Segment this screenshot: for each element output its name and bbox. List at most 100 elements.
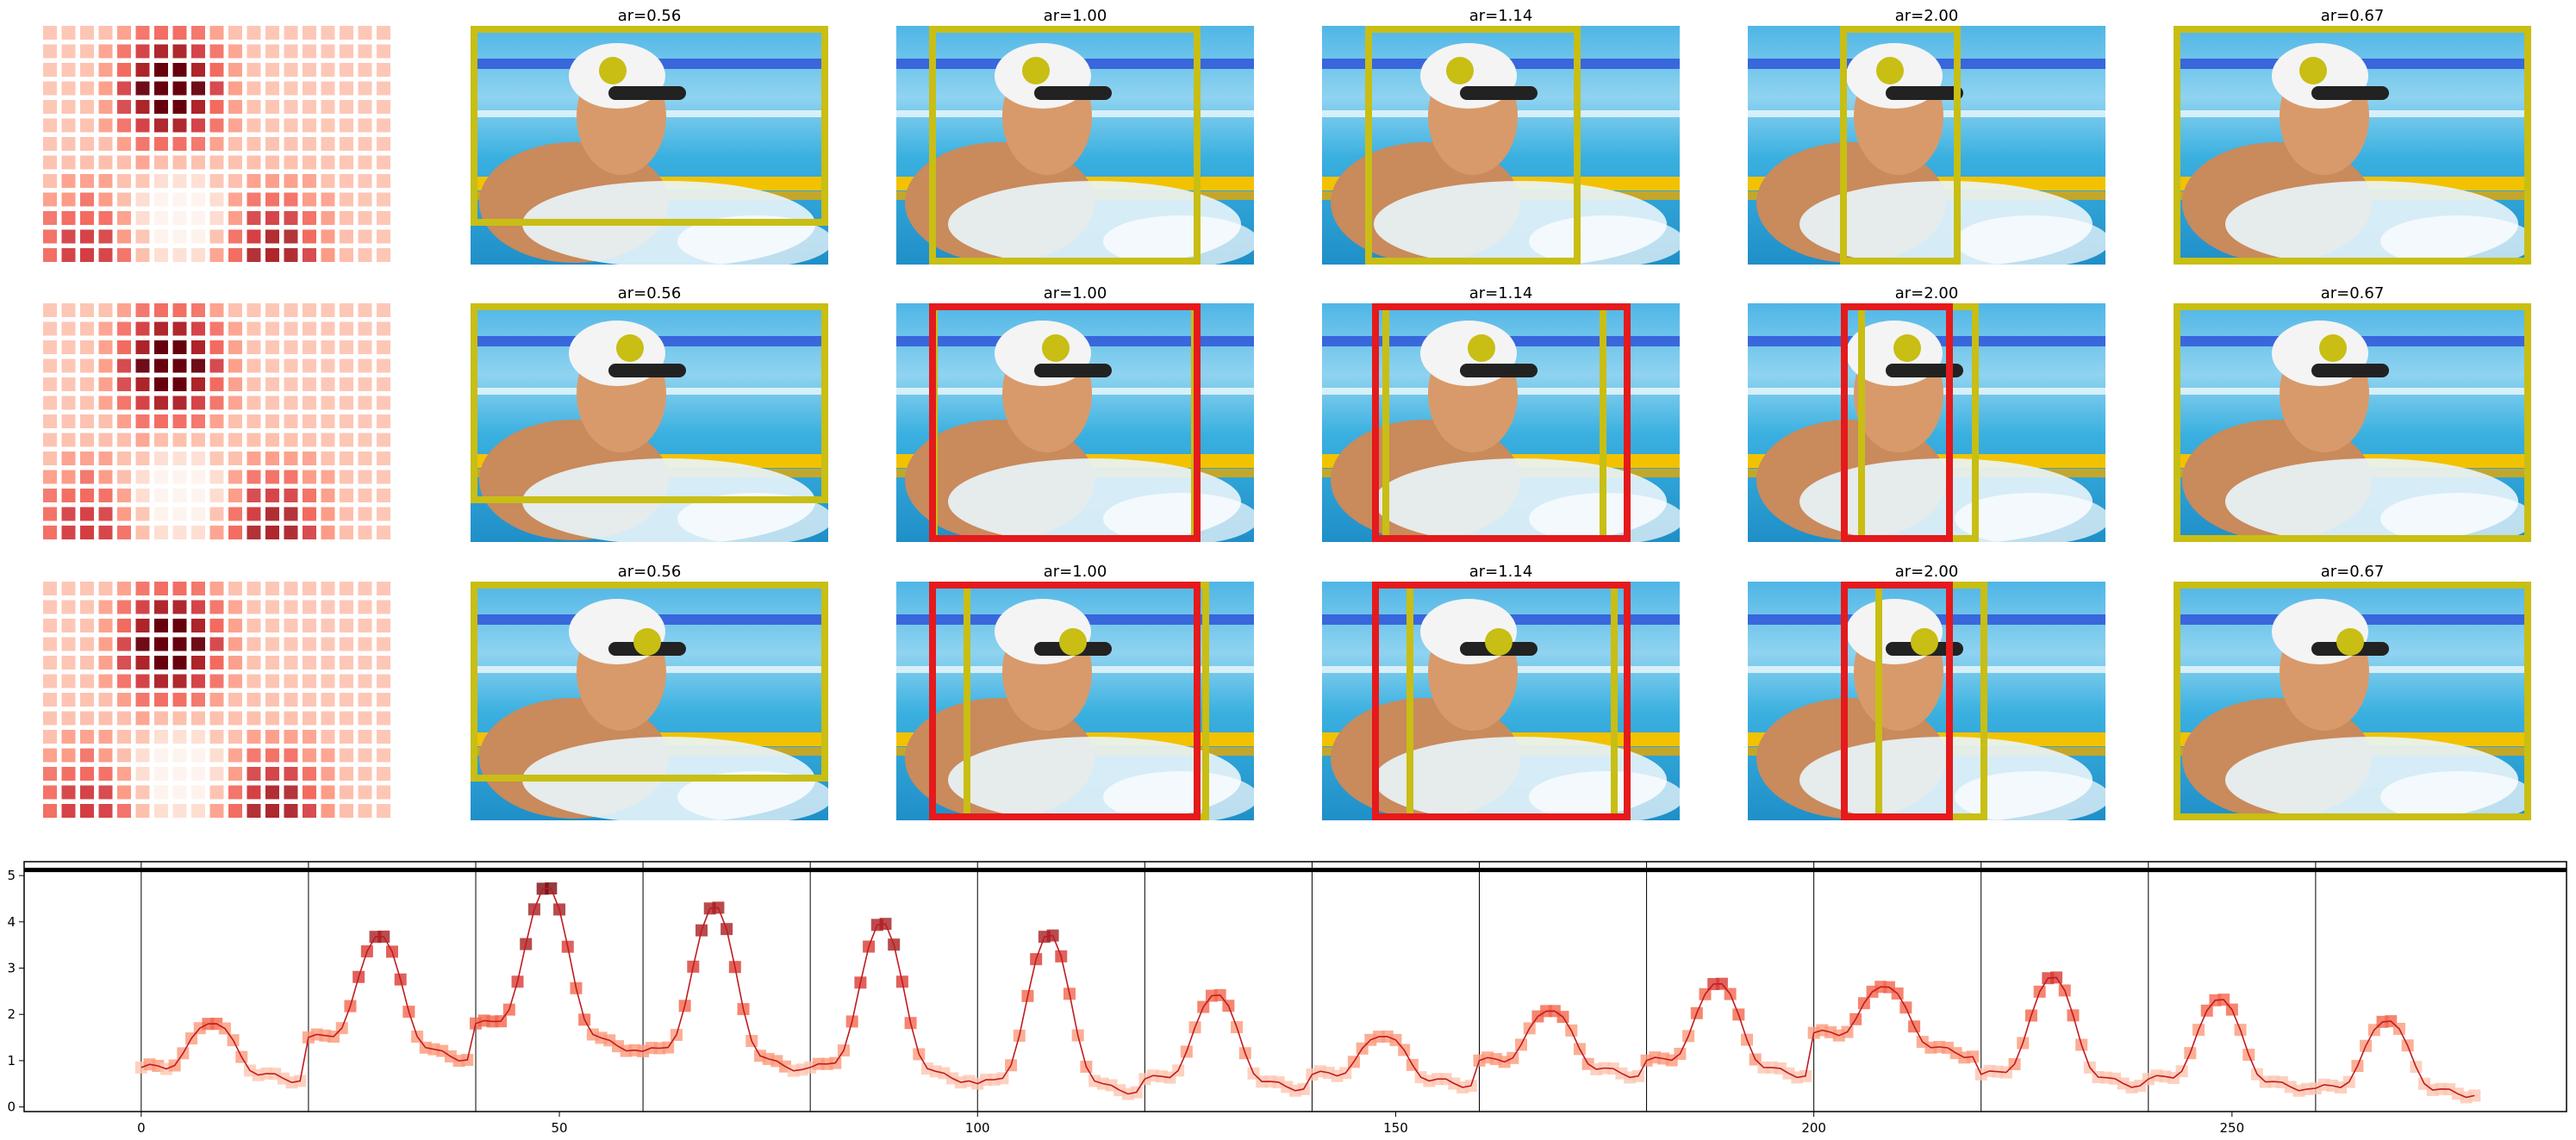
heatmap-cell <box>321 81 335 96</box>
heatmap-cell <box>191 637 205 651</box>
heatmap-cell <box>61 26 76 40</box>
heatmap-cell <box>98 674 113 688</box>
heatmap-cell <box>377 44 390 59</box>
heatmap-cell <box>228 63 242 77</box>
axes-frame <box>23 861 2567 1112</box>
heatmap-cell <box>246 711 261 726</box>
heatmap-cell <box>358 229 372 244</box>
heatmap-cell <box>209 637 224 651</box>
heatmap-cell <box>284 26 298 40</box>
heatmap-cell <box>98 248 113 262</box>
heatmap-cell <box>358 489 372 502</box>
photo-panel: ar=0.67 <box>2174 563 2531 820</box>
panel-title: ar=0.67 <box>2321 7 2385 25</box>
heatmap-cell <box>117 804 131 818</box>
heatmap-cell <box>172 396 187 410</box>
heatmap-cell <box>172 118 187 133</box>
heatmap-cell <box>284 100 298 114</box>
heatmap-cell <box>61 674 76 688</box>
heatmap-cell <box>80 26 94 40</box>
heatmap-cell <box>303 211 316 225</box>
heatmap-cell <box>284 656 298 670</box>
heatmap-cell <box>172 785 187 800</box>
photo-panel: ar=1.00 <box>896 563 1254 820</box>
panel-title: ar=0.56 <box>618 7 682 25</box>
heatmap-cell <box>284 192 298 207</box>
heatmap-cell <box>209 118 224 133</box>
heatmap-cell <box>98 63 113 77</box>
x-tick-label: 250 <box>2220 1120 2245 1136</box>
heatmap-cell <box>191 229 205 244</box>
heatmap-cell <box>246 674 261 688</box>
heatmap-cell <box>154 340 168 354</box>
heatmap-cell <box>284 767 298 781</box>
heatmap-cell <box>61 377 76 391</box>
photo-panel: ar=2.00 <box>1748 563 2105 820</box>
photo-panel: ar=0.56 <box>471 563 828 820</box>
heatmap-cell <box>135 730 150 744</box>
heatmap-cell <box>61 582 76 595</box>
heatmap-cell <box>209 321 224 336</box>
heatmap-cell <box>377 730 390 744</box>
heatmap-cell <box>80 507 94 521</box>
heatmap-cell <box>246 192 261 207</box>
heatmap-cell <box>117 433 131 447</box>
heatmap-cell <box>228 748 242 763</box>
heatmap-cell <box>228 804 242 818</box>
heatmap-cell <box>172 804 187 818</box>
heatmap-cell <box>228 137 242 151</box>
heatmap-cell <box>340 396 353 410</box>
heatmap-cell <box>303 767 316 781</box>
heatmap-cell <box>80 433 94 447</box>
heatmap-cell <box>303 155 316 170</box>
heatmap-cell <box>377 100 390 114</box>
heatmap-cell <box>191 526 205 539</box>
heatmap-cell <box>80 767 94 781</box>
heatmap-cell <box>284 470 298 484</box>
heatmap-cell <box>172 100 187 114</box>
heatmap-cell <box>303 711 316 726</box>
heatmap-cell <box>340 470 353 484</box>
heatmap-cell <box>209 174 224 188</box>
heatmap-cell <box>43 470 57 484</box>
heatmap-cell <box>135 433 150 447</box>
heatmap-cell <box>117 100 131 114</box>
heatmap-cell <box>98 377 113 391</box>
heatmap-cell <box>135 619 150 632</box>
heatmap-cell <box>340 155 353 170</box>
heatmap-cell <box>154 321 168 336</box>
heatmap-cell <box>228 711 242 726</box>
heatmap-cell <box>172 507 187 521</box>
heatmap-cell <box>228 507 242 521</box>
heatmap-cell <box>246 396 261 410</box>
heatmap-cell <box>135 785 150 800</box>
heatmap-cell <box>43 211 57 225</box>
heatmap-cell <box>135 100 150 114</box>
heatmap-cell <box>265 619 279 632</box>
heatmap-cell <box>321 396 335 410</box>
heatmap-cell <box>303 452 316 465</box>
heatmap-cell <box>284 63 298 77</box>
heatmap-cell <box>209 748 224 763</box>
heatmap-cell <box>209 155 224 170</box>
heatmap-grid-column <box>43 26 390 818</box>
heatmap-cell <box>228 470 242 484</box>
heatmap-cell <box>228 44 242 59</box>
heatmap-cell <box>154 767 168 781</box>
heatmap-cell <box>246 100 261 114</box>
keypoint-dot <box>1446 57 1474 84</box>
heatmap-cell <box>172 748 187 763</box>
heatmap-cell <box>98 118 113 133</box>
heatmap-cell <box>80 248 94 262</box>
heatmap-cell <box>321 118 335 133</box>
heatmap-cell <box>321 321 335 336</box>
heatmap-cell <box>321 452 335 465</box>
heatmap-cell <box>61 44 76 59</box>
heatmap-cell <box>209 600 224 614</box>
heatmap-cell <box>377 377 390 391</box>
keypoint-dot <box>1876 57 1904 84</box>
heatmap-cell <box>209 507 224 521</box>
heatmap-cell <box>228 100 242 114</box>
heatmap-cell <box>80 81 94 96</box>
heatmap-cell <box>321 619 335 632</box>
